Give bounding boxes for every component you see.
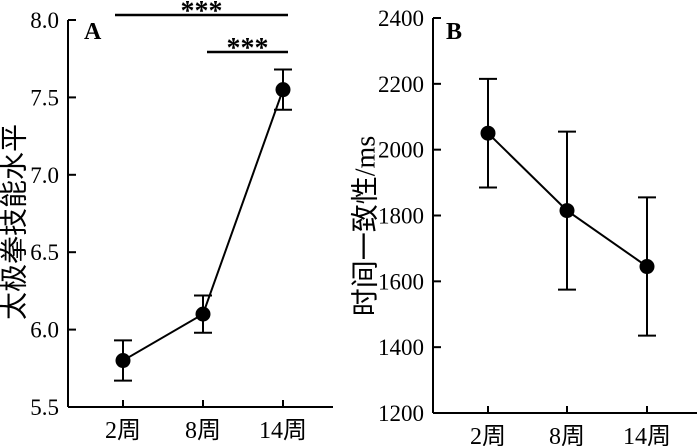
y-axis-label: 太极拳技能水平 <box>0 124 31 320</box>
y-tick-label: 6.5 <box>30 240 59 265</box>
y-tick-label: 6.0 <box>30 318 59 343</box>
x-tick-label: 14周 <box>623 424 671 446</box>
y-axis-label: 时间一致性/ms <box>350 136 382 316</box>
data-point <box>195 306 211 322</box>
x-tick-label: 2周 <box>470 424 506 446</box>
data-point <box>639 259 655 275</box>
y-tick-label: 5.5 <box>30 395 59 420</box>
y-tick-label: 1200 <box>378 401 424 426</box>
x-tick-label: 2周 <box>105 418 141 444</box>
x-tick-label: 8周 <box>185 418 221 444</box>
panel-label: A <box>84 19 102 45</box>
y-tick-label: 7.0 <box>30 163 59 188</box>
significance-stars: *** <box>227 33 269 64</box>
y-tick-label: 1800 <box>378 204 424 229</box>
x-tick-label: 14周 <box>259 418 307 444</box>
data-point <box>275 82 291 98</box>
y-tick-label: 8.0 <box>30 8 59 33</box>
data-point <box>559 203 575 219</box>
data-point <box>115 353 131 369</box>
panel-A: ****** 5.5 6.0 6.5 7.0 7.5 8.0 2周 8周 14周 A 太极拳技能水平 <box>0 0 333 444</box>
significance-stars: *** <box>181 0 223 27</box>
x-tick-label: 8周 <box>549 424 585 446</box>
data-point <box>480 125 496 141</box>
y-tick-label: 2200 <box>378 72 424 97</box>
panel-B: 1200 1400 1600 1800 2000 2200 2400 2周 8周 14周 B 时间一致… <box>350 6 697 446</box>
y-tick-label: 1400 <box>378 335 424 360</box>
y-tick-label: 2400 <box>378 6 424 31</box>
y-tick-label: 2000 <box>378 138 424 163</box>
y-tick-label: 1600 <box>378 269 424 294</box>
y-tick-label: 7.5 <box>30 85 59 110</box>
panel-label: B <box>446 19 462 45</box>
